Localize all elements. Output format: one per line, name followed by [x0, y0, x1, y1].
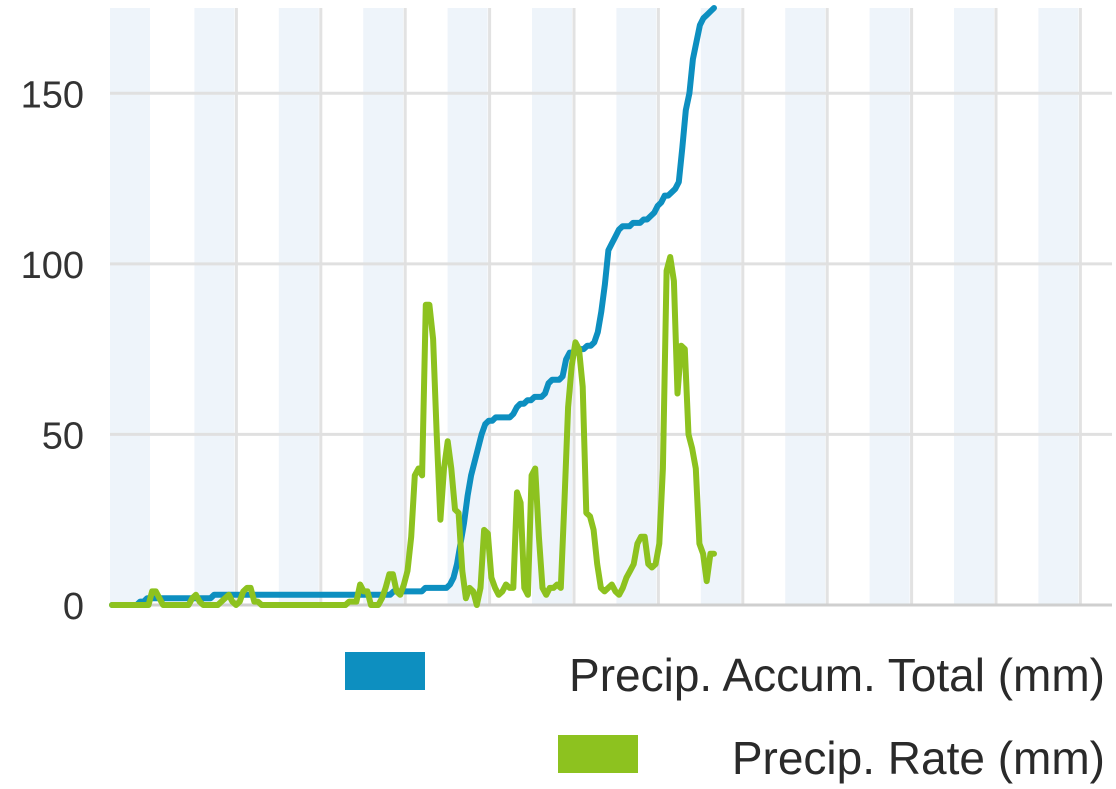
background-band — [194, 8, 235, 605]
series-lines — [109, 5, 717, 608]
y-tick-label: 100 — [21, 245, 84, 287]
background-band — [616, 8, 657, 605]
series-line-accum-total — [109, 5, 717, 608]
y-tick-label: 150 — [21, 74, 84, 116]
background-band — [110, 8, 150, 605]
background-band — [363, 8, 404, 605]
background-band — [869, 8, 910, 605]
background-band — [954, 8, 994, 605]
background-bands — [110, 8, 1079, 605]
background-band — [278, 8, 319, 605]
background-band — [785, 8, 826, 605]
legend-swatch-accum-total — [345, 652, 425, 690]
vertical-gridlines — [234, 8, 1082, 605]
horizontal-gridlines — [110, 91, 1112, 607]
background-band — [700, 8, 741, 605]
series-line-rate — [109, 254, 717, 608]
legend-label-accum-total: Precip. Accum. Total (mm) — [569, 649, 1105, 701]
y-axis-tick-labels: 0 50 100 150 — [21, 74, 84, 628]
legend-swatch-rate — [558, 735, 638, 773]
background-band — [1038, 8, 1079, 605]
y-tick-label: 50 — [42, 415, 84, 457]
legend-label-rate: Precip. Rate (mm) — [732, 732, 1105, 784]
y-tick-label: 0 — [63, 586, 84, 628]
legend: Precip. Accum. Total (mm) Precip. Rate (… — [345, 649, 1105, 784]
